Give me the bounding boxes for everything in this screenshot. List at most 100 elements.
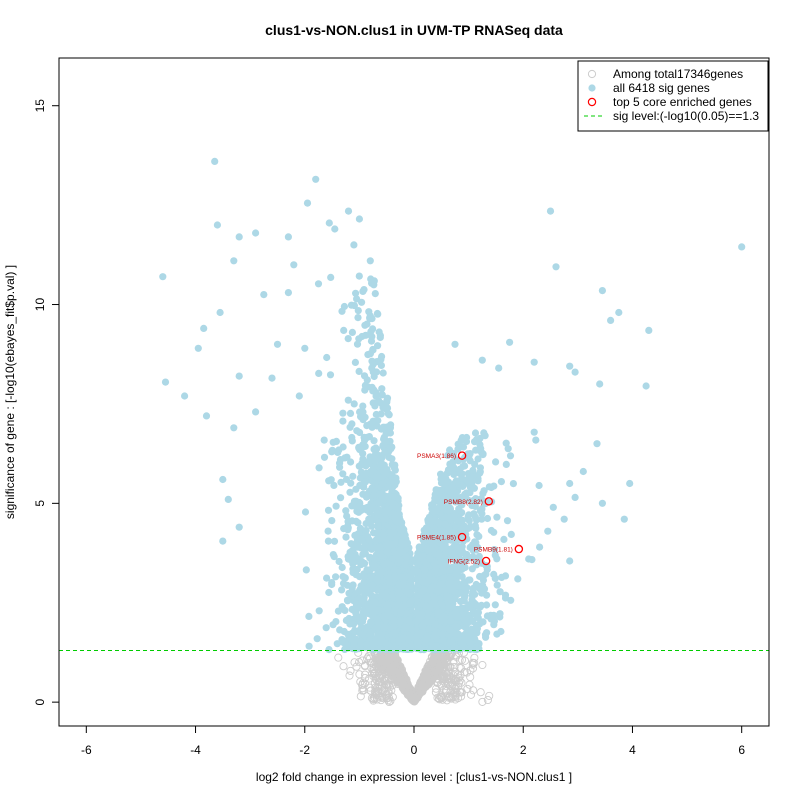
sig-gene-point xyxy=(315,464,323,472)
sig-gene-point xyxy=(490,482,498,490)
sig-gene-point xyxy=(456,465,464,473)
nonsig-gene-point xyxy=(435,656,444,665)
sig-gene-point xyxy=(466,543,474,552)
sig-gene-point xyxy=(373,309,381,318)
nonsig-gene-point xyxy=(352,662,361,671)
nonsig-gene-point xyxy=(372,691,381,700)
nonsig-gene-point xyxy=(438,676,447,685)
sig-gene-point xyxy=(480,487,488,495)
sig-gene-point xyxy=(353,565,361,574)
nonsig-gene-point xyxy=(431,658,440,667)
sig-gene-point xyxy=(339,470,347,478)
sig-gene-point xyxy=(378,391,386,399)
nonsig-gene-point xyxy=(425,663,434,673)
nonsig-gene-point xyxy=(401,676,410,685)
sig-gene-point xyxy=(369,360,377,368)
sig-gene-point xyxy=(353,340,362,348)
sig-gene-point xyxy=(362,526,370,535)
nonsig-gene-point xyxy=(408,693,417,702)
nonsig-gene-point xyxy=(446,662,455,671)
sig-gene-point xyxy=(493,513,501,521)
nonsig-gene-point xyxy=(468,664,478,673)
nonsig-gene-point xyxy=(366,686,375,695)
sig-gene-point xyxy=(474,446,482,454)
sig-gene-point xyxy=(339,573,347,581)
sig-gene-point xyxy=(460,597,468,605)
sig-gene-point xyxy=(361,559,369,568)
nonsig-gene-point xyxy=(346,666,355,675)
sig-gene-point xyxy=(302,566,310,574)
sig-gene-point xyxy=(509,480,517,488)
sig-gene-point xyxy=(341,606,349,615)
nonsig-gene-point xyxy=(361,673,370,683)
nonsig-gene-point xyxy=(339,662,348,671)
sig-gene-point xyxy=(337,478,345,486)
sig-gene-point xyxy=(362,331,370,339)
sig-gene-point xyxy=(490,546,498,554)
sig-gene-point xyxy=(369,325,377,333)
sig-gene-point xyxy=(342,507,350,515)
sig-gene-point xyxy=(320,436,328,444)
sig-gene-point xyxy=(465,517,473,525)
sig-gene-point xyxy=(338,563,346,572)
sig-gene-point xyxy=(343,596,352,604)
sig-gene-point xyxy=(475,640,483,648)
nonsig-gene-point xyxy=(432,684,441,693)
sig-gene-point xyxy=(330,481,338,489)
sig-gene-point xyxy=(379,369,387,377)
sig-gene-point xyxy=(420,538,428,546)
nonsig-gene-point xyxy=(442,675,452,684)
nonsig-gene-point xyxy=(402,682,411,691)
sig-gene-point xyxy=(506,452,515,460)
nonsig-gene-point xyxy=(415,686,424,695)
sig-gene-point xyxy=(501,591,510,599)
sig-gene-point xyxy=(350,497,358,505)
sig-gene-point xyxy=(335,557,343,566)
sig-gene-point xyxy=(462,587,470,596)
sig-gene-point xyxy=(325,588,333,597)
sig-gene-point xyxy=(354,307,362,315)
sig-gene-point xyxy=(491,601,499,609)
nonsig-gene-point xyxy=(394,663,403,672)
sig-gene-point xyxy=(332,502,340,510)
sig-gene-point xyxy=(324,537,332,545)
nonsig-gene-point xyxy=(391,667,400,676)
sig-gene-point xyxy=(476,572,484,581)
nonsig-gene-point xyxy=(451,676,460,685)
nonsig-gene-point xyxy=(468,658,477,667)
sig-gene-point xyxy=(305,612,313,621)
sig-gene-point xyxy=(348,433,356,442)
sig-gene-point xyxy=(348,584,356,592)
sig-gene-point xyxy=(342,616,350,625)
sig-gene-point xyxy=(477,601,485,609)
sig-gene-point xyxy=(369,387,377,395)
nonsig-gene-point xyxy=(485,691,494,700)
nonsig-gene-point xyxy=(425,668,434,677)
sig-gene-point xyxy=(356,502,364,510)
sig-gene-point xyxy=(330,553,338,561)
sig-gene-point xyxy=(490,611,498,620)
sig-gene-point xyxy=(339,579,348,588)
sig-gene-point xyxy=(479,618,487,626)
sig-gene-point xyxy=(504,445,512,453)
sig-gene-point xyxy=(358,298,366,306)
sig-gene-point xyxy=(490,621,498,629)
nonsig-gene-point xyxy=(483,695,492,705)
sig-gene-point xyxy=(377,425,385,433)
sig-gene-point xyxy=(483,601,491,609)
nonsig-gene-point xyxy=(433,678,442,687)
nonsig-gene-point xyxy=(371,653,381,662)
nonsig-gene-point xyxy=(468,660,477,669)
nonsig-gene-point xyxy=(418,682,427,691)
sig-gene-point xyxy=(500,535,508,544)
nonsig-gene-point xyxy=(378,661,387,670)
nonsig-gene-point xyxy=(360,662,369,671)
sig-gene-point xyxy=(532,436,540,444)
nonsig-gene-point xyxy=(457,688,466,697)
sig-gene-point xyxy=(437,616,445,625)
nonsig-gene-point xyxy=(436,691,446,700)
sig-gene-point xyxy=(350,400,358,408)
nonsig-gene-point xyxy=(428,658,437,667)
nonsig-gene-point xyxy=(377,672,386,681)
